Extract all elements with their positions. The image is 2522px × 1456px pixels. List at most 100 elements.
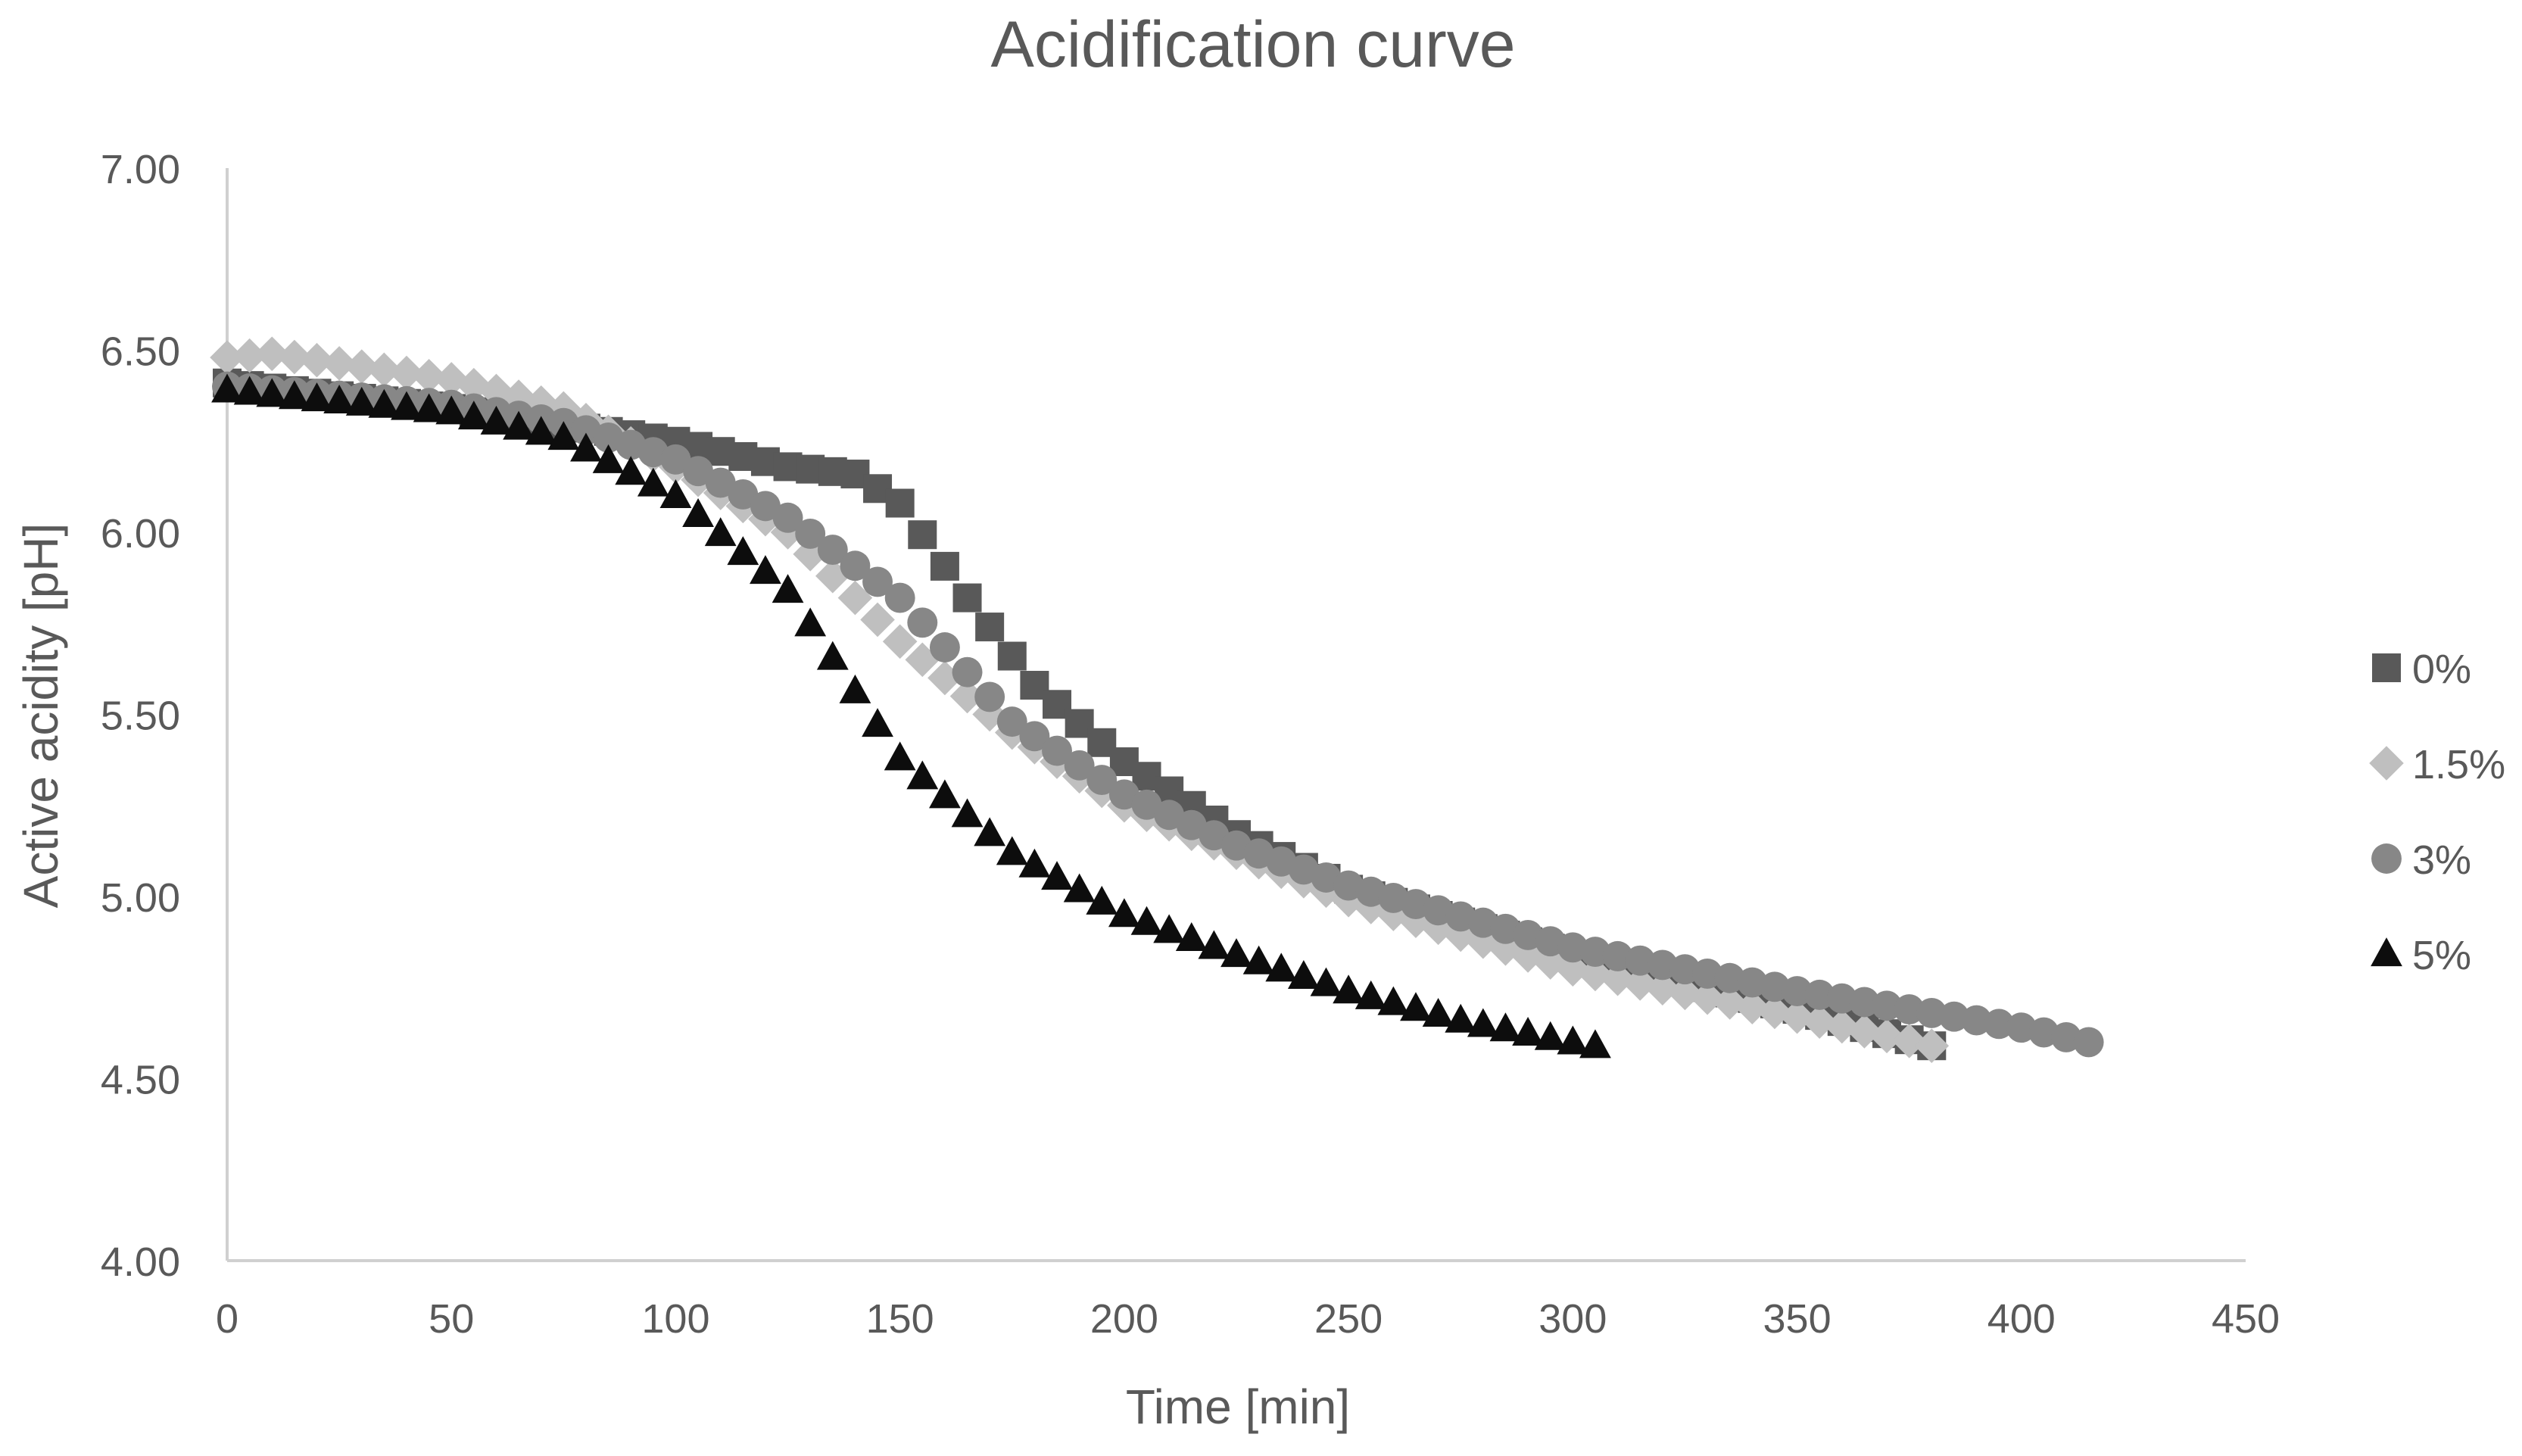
data-point bbox=[974, 817, 1006, 846]
y-tick-label: 4.00 bbox=[101, 1239, 180, 1285]
y-tick-label: 5.00 bbox=[101, 875, 180, 921]
data-point bbox=[1712, 985, 1747, 1020]
data-point bbox=[1108, 779, 1139, 810]
data-point bbox=[1825, 1009, 1860, 1044]
legend-item: 1.5% bbox=[2369, 742, 2505, 787]
data-point bbox=[232, 338, 267, 373]
data-point bbox=[1489, 1012, 1522, 1042]
data-point bbox=[1287, 959, 1320, 989]
data-point bbox=[1692, 959, 1723, 989]
y-axis-label: Active acidity [pH] bbox=[14, 523, 68, 909]
data-point bbox=[1108, 898, 1140, 928]
x-tick-label: 100 bbox=[641, 1296, 709, 1342]
legend-item: 0% bbox=[2372, 647, 2471, 692]
data-point bbox=[233, 376, 266, 405]
data-point bbox=[322, 346, 357, 381]
data-point bbox=[366, 352, 402, 388]
data-point bbox=[1400, 992, 1432, 1021]
data-point bbox=[996, 836, 1028, 865]
data-point bbox=[1310, 967, 1342, 996]
data-point bbox=[1578, 956, 1613, 992]
data-point bbox=[1891, 1023, 1927, 1058]
data-point bbox=[952, 583, 982, 613]
data-point bbox=[1064, 750, 1095, 781]
data-point bbox=[1647, 949, 1678, 981]
data-point bbox=[1265, 952, 1298, 982]
legend-label: 0% bbox=[2412, 647, 2471, 692]
data-point bbox=[1849, 987, 1880, 1018]
data-point bbox=[862, 708, 893, 737]
data-point bbox=[368, 388, 401, 418]
data-point bbox=[1623, 966, 1657, 1001]
data-point bbox=[727, 536, 759, 566]
data-point bbox=[1557, 1025, 1589, 1055]
data-point bbox=[1153, 914, 1186, 943]
data-point bbox=[637, 467, 669, 497]
data-point bbox=[1714, 962, 1745, 993]
data-point bbox=[907, 607, 938, 638]
data-point bbox=[389, 355, 424, 391]
data-point bbox=[837, 580, 873, 616]
data-point bbox=[1555, 952, 1591, 987]
data-point bbox=[862, 566, 893, 597]
data-point bbox=[659, 479, 692, 509]
data-point bbox=[1894, 994, 1925, 1025]
data-point bbox=[1445, 1003, 1477, 1033]
data-point bbox=[728, 479, 759, 510]
x-tick-label: 200 bbox=[1090, 1296, 1158, 1342]
data-point bbox=[750, 491, 781, 522]
data-point bbox=[1600, 961, 1635, 996]
data-point bbox=[1757, 994, 1792, 1030]
data-point bbox=[817, 535, 848, 566]
data-point bbox=[2073, 1027, 2104, 1058]
x-tick-label: 50 bbox=[429, 1296, 474, 1342]
data-point bbox=[1602, 940, 1633, 971]
data-point bbox=[1580, 937, 1610, 968]
data-point bbox=[1669, 954, 1701, 985]
tick-labels-layer: 4.00 4.50 5.00 5.50 6.00 6.50 7.00 0 50 100 150 200… bbox=[101, 147, 2280, 1342]
data-point bbox=[1916, 997, 1947, 1028]
data-point bbox=[457, 401, 490, 430]
y-tick-label: 6.50 bbox=[101, 329, 180, 375]
data-point bbox=[885, 488, 915, 518]
x-tick-label: 300 bbox=[1538, 1296, 1607, 1342]
data-point bbox=[570, 432, 602, 462]
data-point bbox=[1847, 1014, 1882, 1049]
data-point bbox=[1512, 1017, 1544, 1046]
data-point bbox=[1961, 1005, 1992, 1036]
data-point bbox=[949, 678, 985, 714]
y-tick-label: 6.00 bbox=[101, 511, 180, 557]
data-point bbox=[1938, 1001, 1969, 1032]
data-point bbox=[1872, 990, 1902, 1021]
data-point bbox=[1242, 945, 1275, 974]
legend-label: 5% bbox=[2412, 933, 2471, 978]
x-tick-label: 400 bbox=[1987, 1296, 2056, 1342]
data-point bbox=[930, 551, 959, 581]
axes-layer bbox=[226, 168, 2246, 1262]
data-point bbox=[704, 517, 737, 547]
data-point bbox=[615, 456, 647, 485]
data-point bbox=[929, 779, 961, 809]
data-point bbox=[1220, 938, 1252, 968]
data-point bbox=[882, 624, 918, 659]
data-point bbox=[2051, 1022, 2081, 1052]
data-point bbox=[1175, 921, 1208, 951]
data-point bbox=[816, 641, 849, 670]
data-point bbox=[592, 444, 625, 473]
series-1-5pct bbox=[210, 336, 1950, 1064]
data-point bbox=[1557, 932, 1588, 963]
data-point bbox=[1779, 999, 1815, 1034]
data-point bbox=[435, 395, 468, 425]
data-point bbox=[1063, 873, 1096, 903]
data-point bbox=[210, 340, 245, 375]
data-point bbox=[1198, 930, 1230, 959]
legend-item: 3% bbox=[2371, 837, 2471, 883]
data-point bbox=[1667, 975, 1703, 1011]
data-point bbox=[2006, 1012, 2037, 1043]
data-point bbox=[1804, 979, 1835, 1010]
data-point bbox=[1086, 765, 1118, 796]
data-point bbox=[547, 421, 580, 451]
data-point bbox=[1019, 721, 1050, 752]
data-point bbox=[254, 336, 290, 372]
